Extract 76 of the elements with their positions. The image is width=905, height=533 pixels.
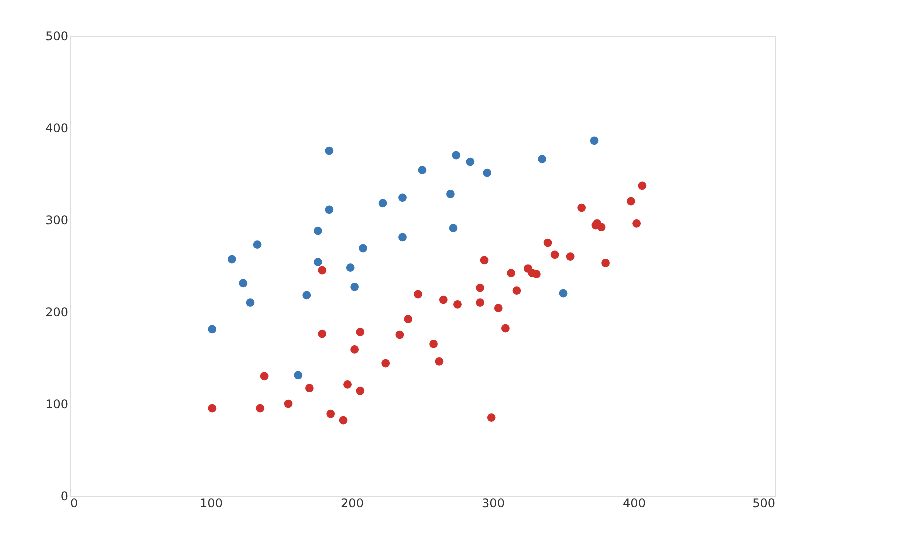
point	[314, 226, 322, 236]
point	[318, 266, 327, 275]
point	[228, 255, 236, 264]
point	[414, 290, 422, 299]
point	[430, 340, 438, 348]
point	[538, 155, 547, 164]
point	[494, 304, 503, 312]
point	[638, 182, 647, 190]
point	[632, 220, 642, 228]
point	[208, 325, 217, 334]
point	[350, 282, 360, 292]
point	[487, 414, 496, 422]
point	[256, 404, 265, 413]
point	[578, 204, 586, 212]
point	[253, 240, 262, 250]
x-tick-label: 0	[70, 496, 78, 510]
y-tick-label: 500	[46, 30, 68, 44]
point	[502, 324, 510, 333]
y-tick-label: 400	[46, 122, 68, 136]
point	[356, 328, 365, 336]
point	[446, 190, 455, 198]
point	[559, 289, 568, 298]
point	[359, 244, 368, 253]
y-tick-label: 200	[46, 306, 68, 320]
point	[404, 315, 413, 324]
point	[507, 269, 516, 278]
point	[246, 298, 255, 307]
point	[418, 166, 427, 174]
point	[396, 330, 404, 340]
point	[346, 264, 355, 272]
point	[452, 151, 461, 160]
point	[544, 238, 552, 248]
point	[350, 346, 360, 354]
y-tick-label: 100	[46, 398, 68, 412]
point	[398, 233, 407, 242]
point	[532, 270, 541, 278]
x-tick-label: 200	[341, 496, 364, 510]
x-tick-label: 400	[623, 496, 646, 510]
point	[378, 199, 388, 208]
point	[597, 223, 606, 232]
point	[318, 330, 327, 338]
point	[626, 197, 636, 206]
point	[590, 136, 599, 146]
point	[326, 410, 336, 418]
point	[449, 224, 458, 232]
point	[306, 384, 314, 393]
point	[476, 284, 484, 292]
point	[439, 296, 448, 304]
point	[602, 259, 610, 268]
point	[208, 404, 217, 413]
point	[480, 256, 489, 265]
x-tick-label: 500	[752, 496, 776, 510]
point	[302, 291, 312, 300]
point	[398, 194, 407, 202]
point	[382, 359, 390, 368]
point	[512, 286, 522, 296]
point	[260, 372, 269, 381]
point	[466, 158, 475, 166]
point	[339, 416, 348, 425]
point	[476, 298, 484, 307]
point	[356, 386, 365, 396]
point	[483, 168, 492, 178]
point	[284, 400, 293, 408]
point	[325, 206, 334, 214]
point	[325, 146, 334, 156]
point	[435, 358, 444, 366]
point	[454, 300, 462, 309]
point	[294, 371, 303, 380]
point	[314, 258, 322, 266]
point	[239, 279, 248, 288]
x-tick-label: 100	[200, 496, 223, 510]
y-tick-label: 300	[46, 214, 68, 228]
point	[550, 250, 560, 260]
point	[344, 380, 352, 389]
x-tick-label: 300	[482, 496, 505, 510]
point	[566, 252, 575, 261]
